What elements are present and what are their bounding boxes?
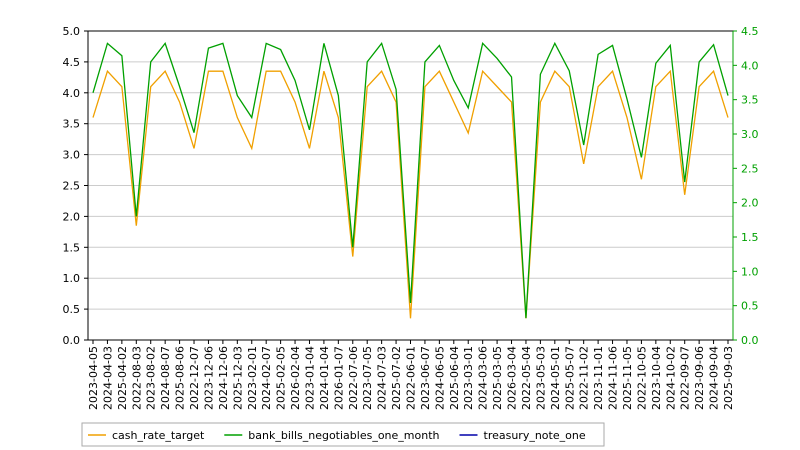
- y-tick-label: 1.0: [63, 272, 81, 285]
- legend-label: bank_bills_negotiables_one_month: [248, 429, 439, 442]
- x-tick-label: 2022-11-02: [578, 346, 591, 410]
- x-tick-label: 2024-02-07: [260, 346, 273, 410]
- y-tick-label: 3.0: [63, 149, 81, 162]
- series-line: [92, 41, 729, 319]
- y-tick-label: 0.0: [63, 334, 81, 347]
- legend-box: [81, 422, 605, 447]
- x-tick-label: 2025-03-05: [491, 346, 504, 410]
- y2-tick-label: 2.0: [741, 197, 759, 210]
- x-tick-label: 2023-03-01: [462, 346, 475, 410]
- x-tick-label: 2023-04-05: [87, 346, 100, 410]
- x-tick-label: 2022-12-07: [188, 346, 201, 410]
- x-tick-label: 2022-09-07: [679, 346, 692, 410]
- y2-tick-label: 1.0: [741, 265, 759, 278]
- legend-label: cash_rate_target: [112, 429, 205, 442]
- x-tick-label: 2024-06-05: [433, 346, 446, 410]
- x-tick-label: 2023-06-07: [419, 346, 432, 410]
- x-tick-label: 2024-10-02: [664, 346, 677, 410]
- x-tick-label: 2024-09-04: [708, 346, 721, 410]
- x-tick-label: 2026-02-04: [289, 346, 302, 410]
- x-tick-label: 2024-01-04: [318, 346, 331, 410]
- x-tick-label: 2022-05-04: [520, 346, 533, 410]
- y2-tick-label: 3.0: [741, 128, 759, 141]
- x-tick-label: 2024-11-06: [607, 346, 620, 410]
- x-tick-label: 2023-05-03: [534, 346, 547, 410]
- x-tick-label: 2025-09-03: [722, 346, 735, 410]
- x-tick-label: 2023-08-02: [145, 346, 158, 410]
- y-tick-label: 3.5: [63, 118, 81, 131]
- y-tick-label: 5.0: [63, 25, 81, 38]
- y2-tick-label: 0.5: [741, 300, 759, 313]
- x-tick-label: 2023-12-06: [202, 346, 215, 410]
- y2-tick-label: 4.0: [741, 59, 759, 72]
- y-tick-label: 2.0: [63, 210, 81, 223]
- x-tick-label: 2023-09-06: [693, 346, 706, 410]
- x-tick-label: 2026-03-04: [506, 346, 519, 410]
- x-tick-label: 2024-08-07: [159, 346, 172, 410]
- x-tick-label: 2023-02-01: [246, 346, 259, 410]
- x-tick-label: 2024-07-03: [376, 346, 389, 410]
- y-tick-label: 0.5: [63, 303, 81, 316]
- y-tick-label: 4.0: [63, 87, 81, 100]
- x-tick-label: 2025-07-02: [390, 346, 403, 410]
- x-tick-label: 2025-11-05: [621, 346, 634, 410]
- x-tick-label: 2025-05-07: [563, 346, 576, 410]
- y-tick-label: 2.5: [63, 180, 81, 193]
- x-tick-label: 2024-12-06: [217, 346, 230, 410]
- y-tick-label: 4.5: [63, 56, 81, 69]
- x-tick-label: 2024-03-06: [477, 346, 490, 410]
- y-tick-label: 1.5: [63, 241, 81, 254]
- y2-tick-label: 2.5: [741, 162, 759, 175]
- x-tick-label: 2022-10-05: [635, 346, 648, 410]
- x-tick-label: 2024-05-01: [549, 346, 562, 410]
- legend: cash_rate_target bank_bills_negotiables_o…: [81, 422, 605, 447]
- y2-tick-label: 0.0: [741, 334, 759, 347]
- y2-tick-label: 3.5: [741, 94, 759, 107]
- x-tick-label: 2022-08-03: [130, 346, 143, 410]
- x-tick-label: 2023-01-04: [303, 346, 316, 410]
- x-tick-label: 2023-11-01: [592, 346, 605, 410]
- x-tick-label: 2022-07-06: [347, 346, 360, 410]
- legend-label: treasury_note_one: [484, 429, 586, 442]
- y2-tick-label: 1.5: [741, 231, 759, 244]
- x-tick-label: 2025-08-06: [174, 346, 187, 410]
- x-tick-label: 2026-01-07: [332, 346, 345, 410]
- x-tick-label: 2024-04-03: [101, 346, 114, 410]
- x-tick-label: 2022-06-01: [405, 346, 418, 410]
- x-tick-label: 2023-07-05: [361, 346, 374, 410]
- series-line: [92, 69, 729, 319]
- x-tick-label: 2025-02-05: [275, 346, 288, 410]
- x-tick-label: 2025-12-03: [231, 346, 244, 410]
- x-tick-label: 2025-04-02: [116, 346, 129, 410]
- y2-tick-label: 4.5: [741, 25, 759, 38]
- x-tick-label: 2025-06-04: [448, 346, 461, 410]
- x-tick-label: 2023-10-04: [650, 346, 663, 410]
